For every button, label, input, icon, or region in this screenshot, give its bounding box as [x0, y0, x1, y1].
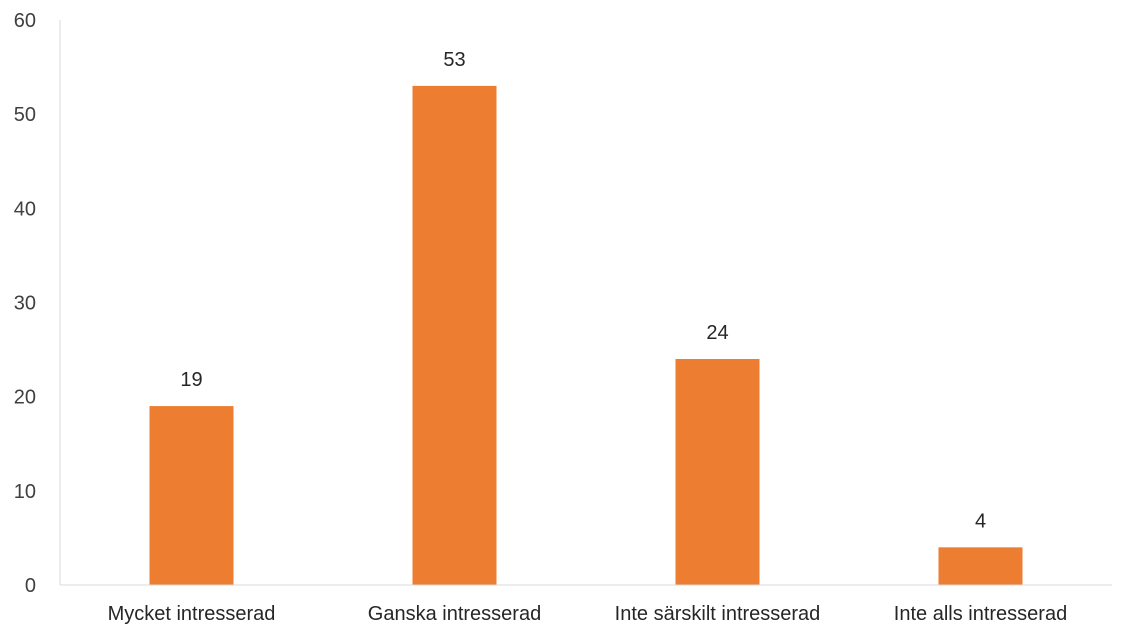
data-labels: 19 53 24 4 [180, 49, 986, 532]
bar [412, 85, 497, 586]
y-tick-label: 50 [14, 104, 36, 126]
y-tick-label: 10 [14, 481, 36, 503]
x-category-label: Inte särskilt intresserad [615, 603, 821, 625]
bar-value-label: 4 [975, 510, 986, 532]
x-category-label: Inte alls intresserad [894, 603, 1067, 625]
bar [675, 359, 760, 585]
y-tick-label: 0 [25, 575, 36, 597]
bars [149, 85, 1023, 586]
bar-value-label: 53 [443, 49, 465, 71]
x-category-label: Mycket intresserad [108, 603, 276, 625]
x-axis: Mycket intresserad Ganska intresserad Inte… [60, 584, 1112, 625]
y-tick-label: 60 [14, 10, 36, 32]
bar-value-label: 24 [706, 322, 728, 344]
x-category-label: Ganska intresserad [368, 603, 541, 625]
y-axis: 0 10 20 30 40 50 60 [14, 10, 61, 597]
y-tick-label: 20 [14, 387, 36, 409]
y-tick-label: 40 [14, 198, 36, 220]
y-tick-label: 30 [14, 293, 36, 315]
bar-value-label: 19 [180, 369, 202, 391]
bar [938, 547, 1023, 585]
bar [149, 406, 234, 585]
